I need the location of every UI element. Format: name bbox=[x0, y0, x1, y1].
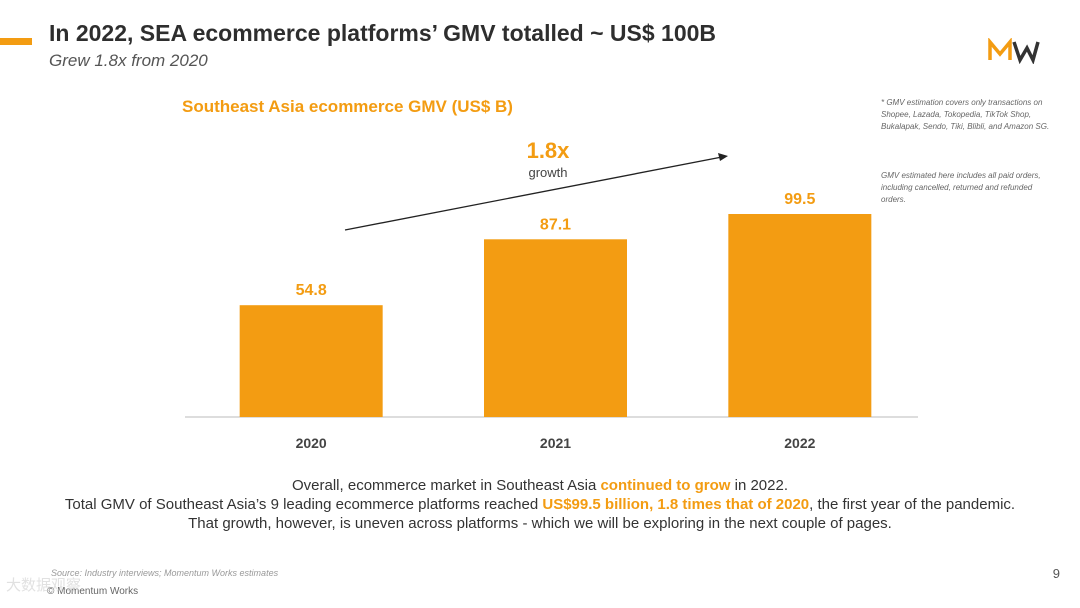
accent-bar bbox=[0, 38, 32, 45]
growth-annotation: 1.8x bbox=[526, 138, 570, 163]
data-label-2020: 54.8 bbox=[296, 282, 327, 299]
x-tick-label-2021: 2021 bbox=[540, 435, 571, 451]
chart-title: Southeast Asia ecommerce GMV (US$ B) bbox=[182, 97, 513, 116]
watermark: 大数据观察 bbox=[6, 577, 82, 594]
growth-annotation-subtext: growth bbox=[528, 165, 568, 180]
logo-w-shape bbox=[1012, 41, 1040, 64]
logo-m-shape bbox=[988, 38, 1012, 60]
summary-text: Total GMV of Southeast Asia’s 9 leading … bbox=[64, 496, 543, 513]
footnote-gmv-coverage: * GMV estimation covers only transaction… bbox=[881, 98, 1050, 131]
summary-text: , the first year of the pandemic. bbox=[809, 496, 1016, 513]
footnote-gmv-scope: GMV estimated here includes all paid ord… bbox=[881, 171, 1041, 204]
summary-line-3: That growth, however, is uneven across p… bbox=[188, 515, 892, 532]
page-number: 9 bbox=[1052, 566, 1060, 581]
growth-arrow-head bbox=[718, 153, 728, 161]
summary-text: in 2022. bbox=[730, 477, 788, 494]
x-tick-label-2022: 2022 bbox=[784, 435, 815, 451]
summary-highlight: US$99.5 billion, 1.8 times that of 2020 bbox=[542, 496, 810, 513]
page-title: In 2022, SEA ecommerce platforms’ GMV to… bbox=[49, 20, 717, 46]
summary-text: Overall, ecommerce market in Southeast A… bbox=[292, 477, 601, 494]
data-label-2021: 87.1 bbox=[540, 216, 571, 233]
source-note: Source: Industry interviews; Momentum Wo… bbox=[51, 568, 279, 578]
bar-2020 bbox=[239, 305, 383, 417]
copyright: © Momentum Works bbox=[47, 586, 139, 597]
bar-2021 bbox=[484, 239, 627, 417]
summary-line-2: Total GMV of Southeast Asia’s 9 leading … bbox=[40, 496, 1040, 513]
summary-highlight: continued to grow bbox=[600, 477, 731, 494]
bar-2022 bbox=[728, 214, 872, 417]
x-tick-label-2020: 2020 bbox=[296, 435, 327, 451]
momentum-works-logo bbox=[988, 38, 1040, 64]
page-subtitle: Grew 1.8x from 2020 bbox=[49, 51, 208, 70]
data-label-2022: 99.5 bbox=[784, 191, 815, 208]
summary-line-1: Overall, ecommerce market in Southeast A… bbox=[40, 477, 1040, 494]
